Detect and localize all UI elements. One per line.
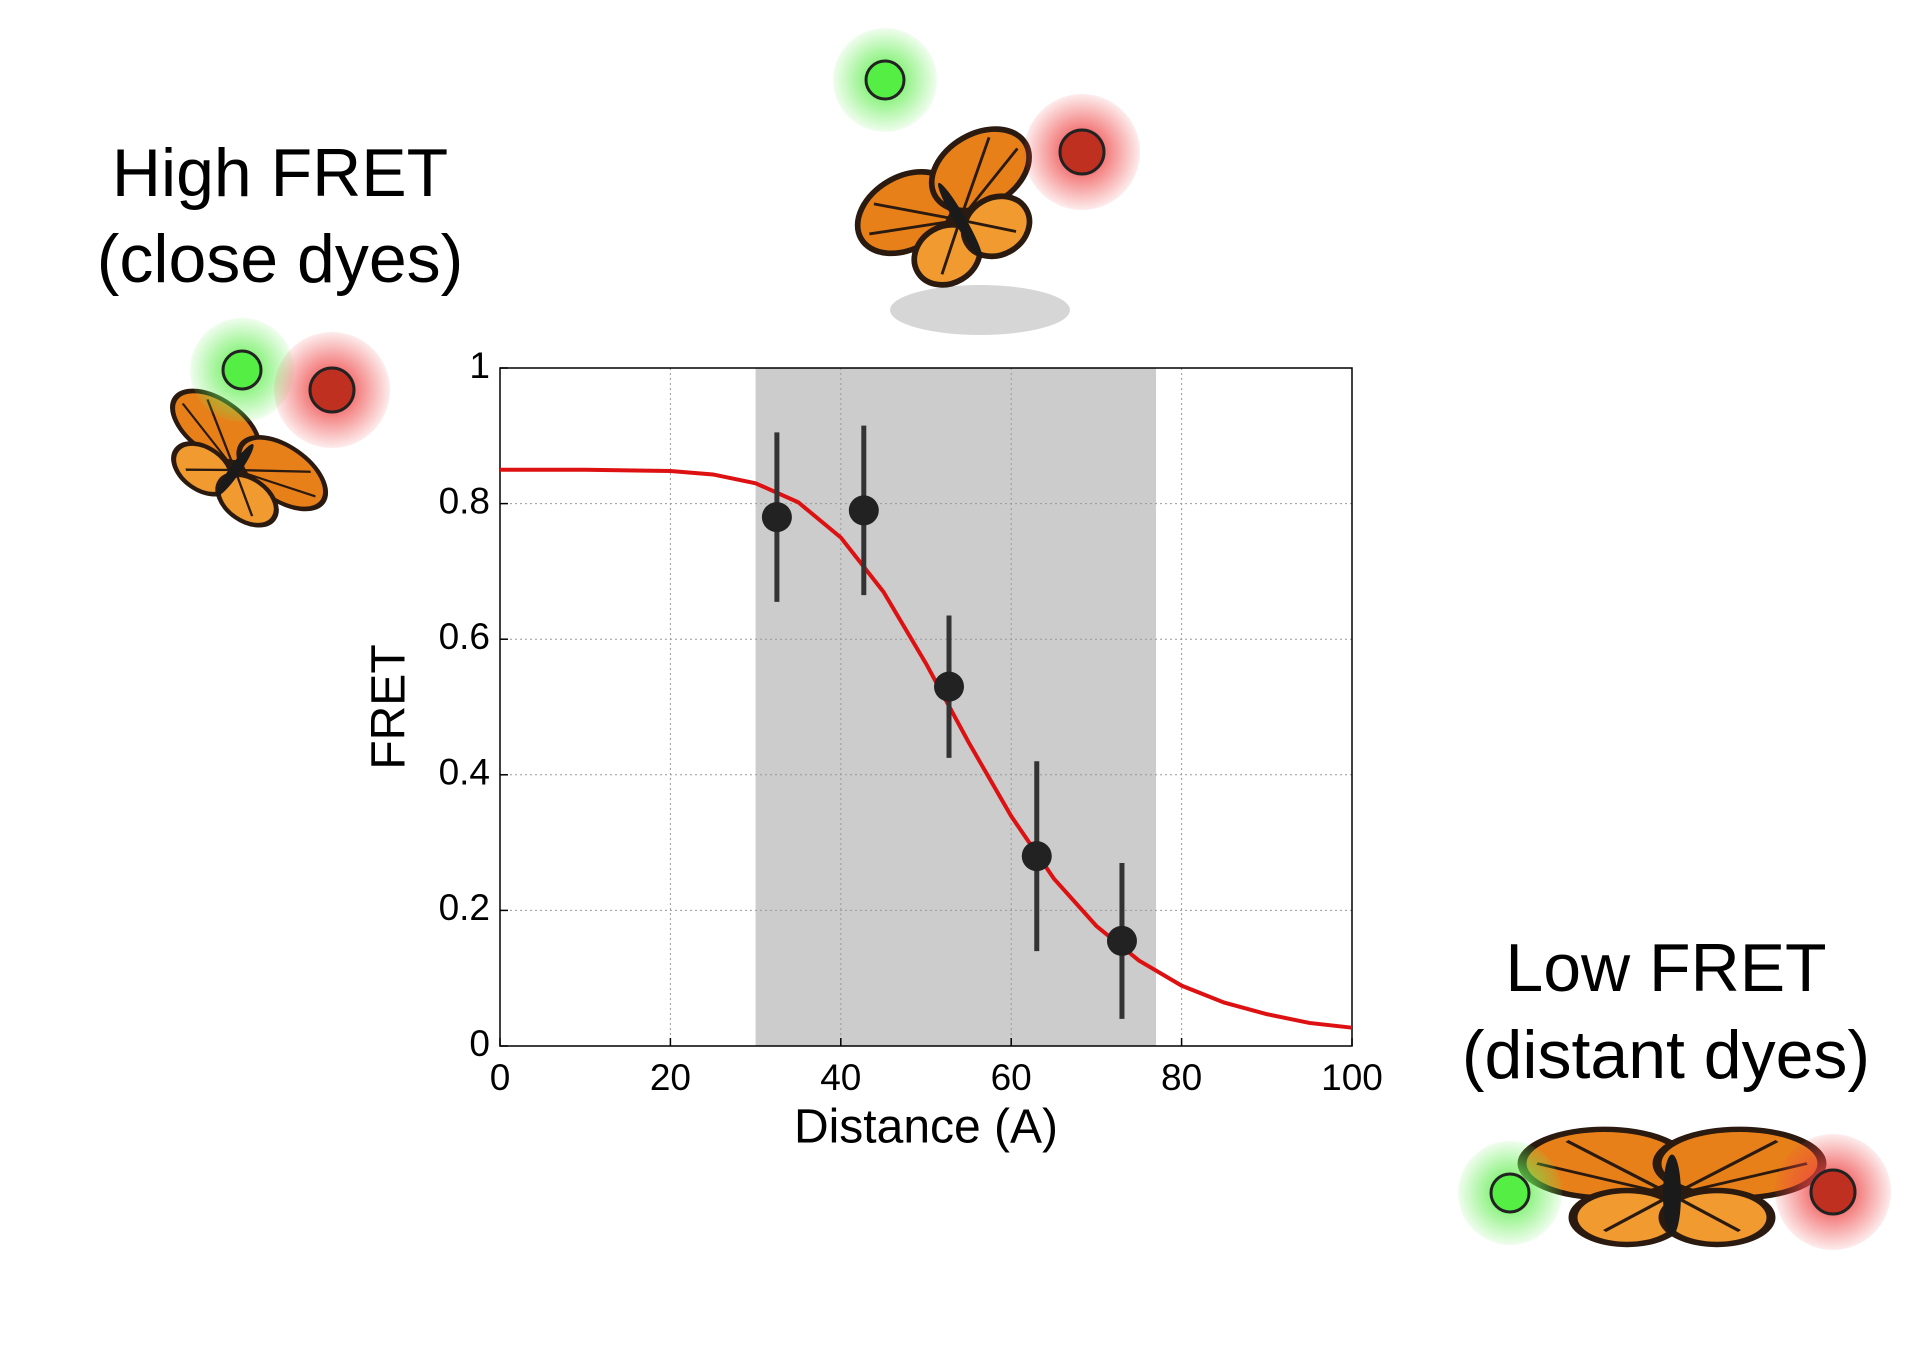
butterfly-left — [139, 318, 390, 553]
y-tick-label: 0.6 — [439, 616, 490, 657]
y-tick-label: 0.8 — [439, 480, 490, 521]
x-tick-label: 80 — [1161, 1057, 1202, 1098]
data-point — [1106, 925, 1137, 956]
annotation: (distant dyes) — [1462, 1017, 1870, 1093]
y-axis-label: FRET — [363, 644, 416, 769]
data-point — [934, 671, 965, 702]
data-point — [761, 502, 792, 533]
annotation: (close dyes) — [97, 221, 464, 297]
x-tick-label: 100 — [1321, 1057, 1383, 1098]
annotation: High FRET — [112, 135, 448, 211]
x-tick-label: 60 — [991, 1057, 1032, 1098]
x-tick-label: 40 — [820, 1057, 861, 1098]
annotation: Low FRET — [1505, 930, 1826, 1006]
fit-curve — [500, 467, 1353, 1030]
x-tick-label: 0 — [490, 1057, 511, 1098]
y-tick-label: 0.2 — [439, 887, 490, 928]
y-tick-label: 1 — [469, 345, 490, 386]
x-tick-label: 20 — [650, 1057, 691, 1098]
y-tick-label: 0 — [469, 1023, 490, 1064]
shaded-region — [755, 368, 1157, 1046]
plot-frame — [499, 367, 1353, 1047]
data-point — [1021, 841, 1052, 872]
y-tick-label: 0.4 — [439, 752, 490, 793]
butterfly-top — [833, 28, 1140, 335]
data-point — [848, 495, 879, 526]
butterfly-right — [1458, 1129, 1891, 1250]
x-axis-label: Distance (A) — [794, 1101, 1058, 1154]
